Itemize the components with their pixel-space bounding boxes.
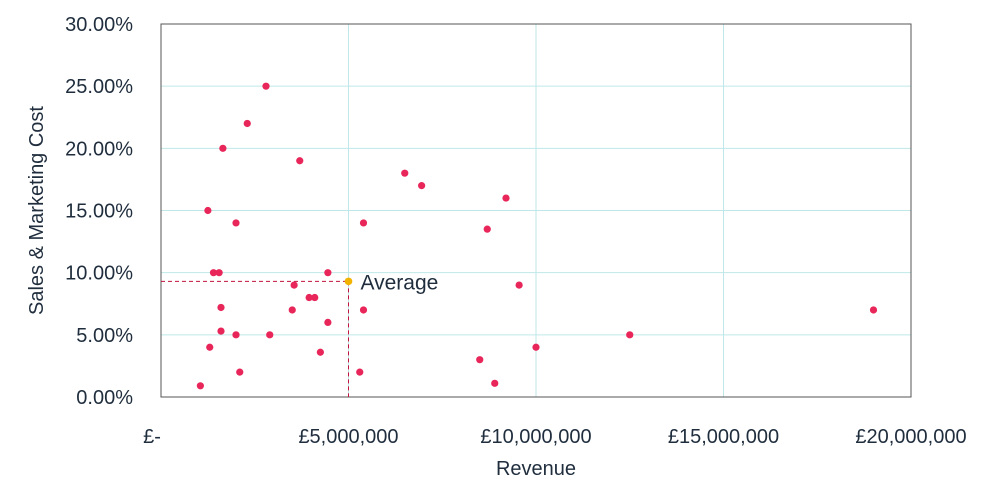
data-point xyxy=(219,144,227,152)
average-point xyxy=(344,277,353,286)
data-point xyxy=(296,157,304,165)
data-point xyxy=(288,306,296,314)
y-tick-label: 0.00% xyxy=(76,387,133,409)
data-point xyxy=(476,356,484,364)
data-point xyxy=(401,169,409,177)
data-point xyxy=(356,368,364,376)
data-points xyxy=(196,82,878,390)
x-axis-tick-labels: £- £5,000,000 £10,000,000 £15,000,000 £20,00… xyxy=(143,426,967,448)
x-axis-title: Revenue xyxy=(496,458,576,480)
data-point xyxy=(206,343,214,351)
data-point xyxy=(196,382,204,390)
data-point xyxy=(266,331,274,339)
y-tick-label: 10.00% xyxy=(65,263,133,285)
data-point xyxy=(217,327,225,335)
data-point xyxy=(532,343,540,351)
data-point xyxy=(515,281,523,289)
data-point xyxy=(418,182,426,190)
y-tick-label: 15.00% xyxy=(65,201,133,223)
data-point xyxy=(232,219,240,227)
average-label: Average xyxy=(361,271,439,294)
data-point xyxy=(316,348,324,356)
y-axis-title: Sales & Marketing Cost xyxy=(26,106,48,315)
x-tick-label: £5,000,000 xyxy=(298,426,398,448)
data-point xyxy=(483,225,491,233)
average-guide-lines xyxy=(161,280,349,397)
data-point xyxy=(232,331,240,339)
x-tick-label: £- xyxy=(143,426,161,448)
data-point xyxy=(311,293,319,302)
plot-area xyxy=(160,23,912,398)
data-point xyxy=(236,368,244,376)
data-point xyxy=(359,219,368,227)
y-tick-label: 25.00% xyxy=(65,76,133,98)
y-tick-label: 20.00% xyxy=(65,138,133,160)
data-point xyxy=(359,306,368,314)
y-tick-label: 5.00% xyxy=(76,325,133,347)
data-point xyxy=(491,379,499,387)
data-point xyxy=(626,331,634,339)
data-point xyxy=(217,303,225,312)
average-marker-group: Average xyxy=(344,271,439,294)
x-tick-label: £20,000,000 xyxy=(855,426,966,448)
x-tick-label: £10,000,000 xyxy=(480,426,591,448)
gridlines xyxy=(160,23,912,398)
data-point xyxy=(290,281,298,289)
data-point xyxy=(502,194,510,202)
data-point xyxy=(305,293,313,302)
data-point xyxy=(324,318,332,326)
data-point xyxy=(869,306,878,314)
y-tick-label: 30.00% xyxy=(65,14,133,36)
y-axis-tick-labels: 0.00% 5.00% 10.00% 15.00% 20.00% 25.00% 30.00% xyxy=(65,14,133,409)
data-point xyxy=(324,269,332,277)
data-point xyxy=(209,269,218,277)
data-point xyxy=(204,206,212,215)
data-point xyxy=(215,269,223,277)
data-point xyxy=(243,119,251,128)
data-point xyxy=(262,82,270,90)
x-tick-label: £15,000,000 xyxy=(668,426,779,448)
